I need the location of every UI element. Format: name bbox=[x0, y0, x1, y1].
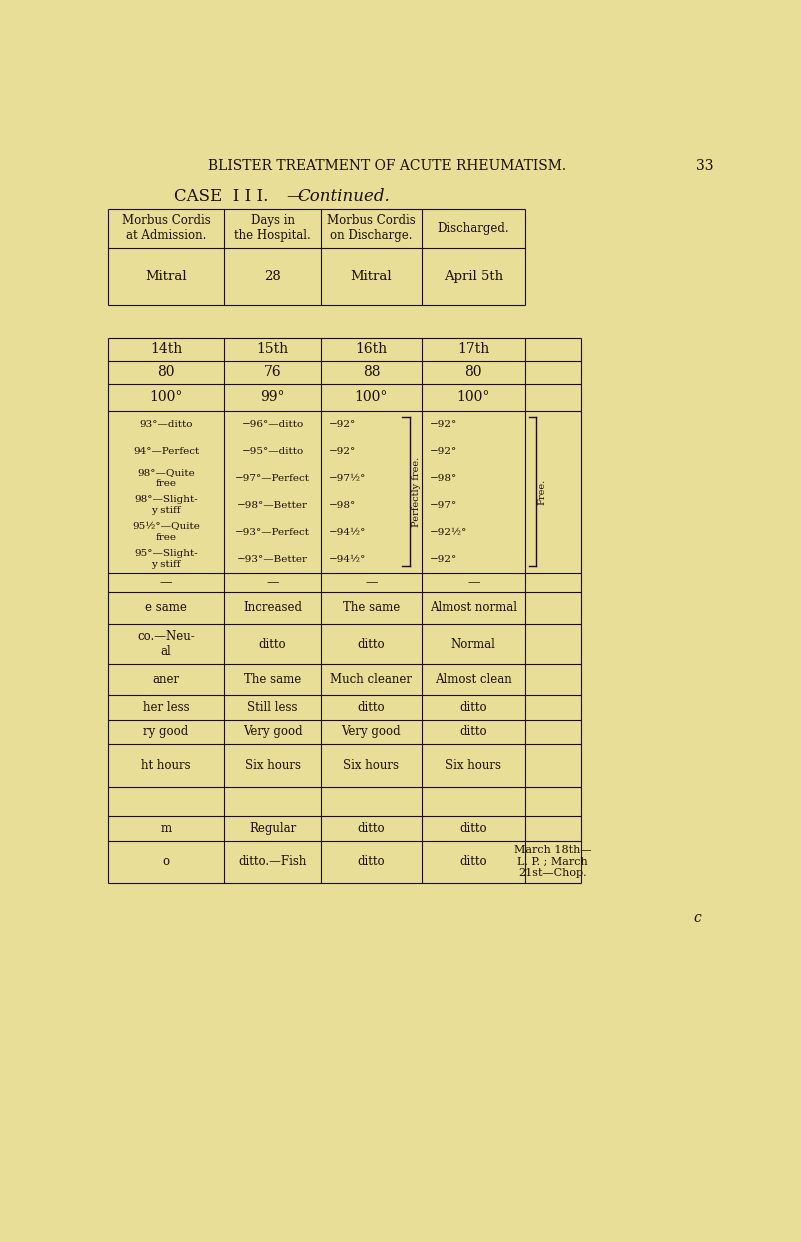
Text: The same: The same bbox=[244, 673, 301, 686]
Text: 98°—Quite
free: 98°—Quite free bbox=[137, 468, 195, 488]
Text: —: — bbox=[266, 575, 279, 589]
Text: ditto: ditto bbox=[357, 700, 385, 714]
Text: Morbus Cordis
on Discharge.: Morbus Cordis on Discharge. bbox=[327, 215, 416, 242]
Text: 95½°—Quite
free: 95½°—Quite free bbox=[132, 523, 200, 542]
Text: 100°: 100° bbox=[149, 390, 183, 405]
Text: Free.: Free. bbox=[537, 478, 546, 504]
Text: −93°—Perfect: −93°—Perfect bbox=[235, 528, 310, 537]
Text: −96°—ditto: −96°—ditto bbox=[241, 420, 304, 428]
Text: 80: 80 bbox=[465, 365, 482, 379]
Text: c: c bbox=[694, 910, 702, 924]
Text: 95°—Slight-
y stiff: 95°—Slight- y stiff bbox=[134, 549, 198, 569]
Text: Regular: Regular bbox=[249, 822, 296, 835]
Text: o: o bbox=[163, 856, 170, 868]
Text: Still less: Still less bbox=[248, 700, 298, 714]
Text: Increased: Increased bbox=[243, 601, 302, 615]
Text: 98°—Slight-
y stiff: 98°—Slight- y stiff bbox=[134, 496, 198, 515]
Text: 99°: 99° bbox=[260, 390, 285, 405]
Text: ditto: ditto bbox=[460, 700, 487, 714]
Text: −92½°: −92½° bbox=[429, 528, 467, 537]
Text: BLISTER TREATMENT OF ACUTE RHEUMATISM.: BLISTER TREATMENT OF ACUTE RHEUMATISM. bbox=[207, 159, 566, 173]
Text: Very good: Very good bbox=[341, 725, 401, 739]
Text: 15th: 15th bbox=[256, 343, 288, 356]
Text: April 5th: April 5th bbox=[444, 270, 503, 283]
Text: ditto: ditto bbox=[259, 637, 287, 651]
Text: 88: 88 bbox=[363, 365, 380, 379]
Text: 76: 76 bbox=[264, 365, 281, 379]
Text: −92°: −92° bbox=[429, 555, 457, 564]
Text: Perfectly free.: Perfectly free. bbox=[412, 457, 421, 527]
Text: ditto: ditto bbox=[460, 856, 487, 868]
Text: 100°: 100° bbox=[457, 390, 490, 405]
Text: −92°: −92° bbox=[328, 420, 356, 428]
Text: −98°: −98° bbox=[429, 473, 457, 483]
Text: Six hours: Six hours bbox=[445, 759, 501, 773]
Text: March 18th—
L. P. ; March
21st—Chop.: March 18th— L. P. ; March 21st—Chop. bbox=[514, 845, 591, 878]
Text: co.—Neu-
al: co.—Neu- al bbox=[137, 630, 195, 658]
Text: Very good: Very good bbox=[243, 725, 302, 739]
Text: −93°—Better: −93°—Better bbox=[237, 555, 308, 564]
Text: Continued.: Continued. bbox=[298, 189, 391, 205]
Text: aner: aner bbox=[152, 673, 179, 686]
Text: ditto.—Fish: ditto.—Fish bbox=[239, 856, 307, 868]
Text: −94½°: −94½° bbox=[328, 555, 366, 564]
Text: her less: her less bbox=[143, 700, 189, 714]
Text: —: — bbox=[286, 189, 303, 205]
Text: —: — bbox=[159, 575, 172, 589]
Text: −97½°: −97½° bbox=[328, 473, 366, 483]
Text: −97°: −97° bbox=[429, 501, 457, 509]
Text: ry good: ry good bbox=[143, 725, 188, 739]
Text: 100°: 100° bbox=[355, 390, 388, 405]
Text: Mitral: Mitral bbox=[351, 270, 392, 283]
Text: ditto: ditto bbox=[460, 725, 487, 739]
Text: −94½°: −94½° bbox=[328, 528, 366, 537]
Text: ditto: ditto bbox=[357, 856, 385, 868]
Text: —: — bbox=[467, 575, 480, 589]
Text: Mitral: Mitral bbox=[145, 270, 187, 283]
Text: −98°—Better: −98°—Better bbox=[237, 501, 308, 509]
Text: Morbus Cordis
at Admission.: Morbus Cordis at Admission. bbox=[122, 215, 211, 242]
Text: −92°: −92° bbox=[429, 447, 457, 456]
Text: Almost clean: Almost clean bbox=[435, 673, 512, 686]
Text: Discharged.: Discharged. bbox=[437, 222, 509, 235]
Text: Days in
the Hospital.: Days in the Hospital. bbox=[234, 215, 311, 242]
Text: 94°—Perfect: 94°—Perfect bbox=[133, 447, 199, 456]
Text: Six hours: Six hours bbox=[244, 759, 300, 773]
Text: −92°: −92° bbox=[429, 420, 457, 428]
Text: Six hours: Six hours bbox=[344, 759, 400, 773]
Text: ditto: ditto bbox=[357, 637, 385, 651]
Text: −98°: −98° bbox=[328, 501, 356, 509]
Text: 80: 80 bbox=[157, 365, 175, 379]
Text: −92°: −92° bbox=[328, 447, 356, 456]
Text: 14th: 14th bbox=[150, 343, 182, 356]
Text: e same: e same bbox=[145, 601, 187, 615]
Text: CASE  I I I.: CASE I I I. bbox=[174, 189, 268, 205]
Text: ditto: ditto bbox=[357, 822, 385, 835]
Text: 16th: 16th bbox=[356, 343, 388, 356]
Text: The same: The same bbox=[343, 601, 400, 615]
Text: m: m bbox=[160, 822, 171, 835]
Text: 93°—ditto: 93°—ditto bbox=[139, 420, 193, 428]
Text: 28: 28 bbox=[264, 270, 281, 283]
Text: −97°—Perfect: −97°—Perfect bbox=[235, 473, 310, 483]
Text: —: — bbox=[365, 575, 377, 589]
Text: Much cleaner: Much cleaner bbox=[330, 673, 413, 686]
Text: 33: 33 bbox=[696, 159, 714, 173]
Text: −95°—ditto: −95°—ditto bbox=[241, 447, 304, 456]
Text: ditto: ditto bbox=[460, 822, 487, 835]
Text: Almost normal: Almost normal bbox=[430, 601, 517, 615]
Text: 17th: 17th bbox=[457, 343, 489, 356]
Text: ht hours: ht hours bbox=[141, 759, 191, 773]
Text: Normal: Normal bbox=[451, 637, 496, 651]
